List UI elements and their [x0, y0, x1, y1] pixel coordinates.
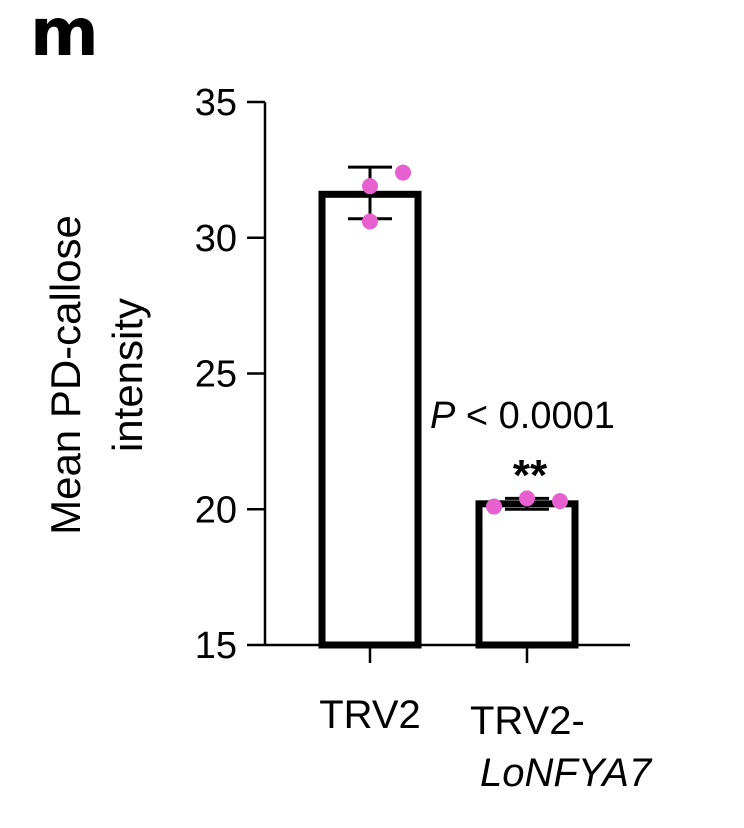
- y-axis-label-line2: intensity: [104, 298, 151, 452]
- significance-stars: **: [513, 451, 548, 500]
- data-point-0-1: [362, 178, 378, 195]
- y-tick-label-20: 20: [195, 489, 237, 531]
- data-point-0-0: [395, 164, 411, 181]
- data-point-1-0: [486, 498, 502, 515]
- x-tick-label-1-line2: LoNFYA7: [480, 751, 653, 795]
- y-tick-label-15: 15: [195, 625, 237, 667]
- data-points: [362, 164, 568, 515]
- y-tick-label-30: 30: [195, 218, 237, 260]
- y-tick-label-25: 25: [195, 354, 237, 396]
- p-symbol: P: [430, 395, 456, 437]
- bar-0: [318, 190, 422, 649]
- y-tick-label-35: 35: [195, 82, 237, 124]
- panel-letter: m: [30, 0, 99, 71]
- p-value-text: < 0.0001: [455, 395, 615, 437]
- x-axis: TRV2 TRV2- LoNFYA7: [265, 643, 653, 795]
- data-point-1-1: [519, 490, 535, 507]
- x-tick-label-0: TRV2: [319, 693, 421, 737]
- data-point-1-2: [552, 493, 568, 510]
- bar-1: [475, 500, 579, 649]
- y-axis-label-line1: Mean PD-callose: [42, 215, 89, 535]
- p-value-annotation: P < 0.0001: [430, 395, 615, 437]
- y-axis: 15 20 25 30 35: [195, 82, 267, 667]
- x-tick-label-1-line1: TRV2-: [470, 699, 585, 743]
- data-point-0-2: [362, 213, 378, 230]
